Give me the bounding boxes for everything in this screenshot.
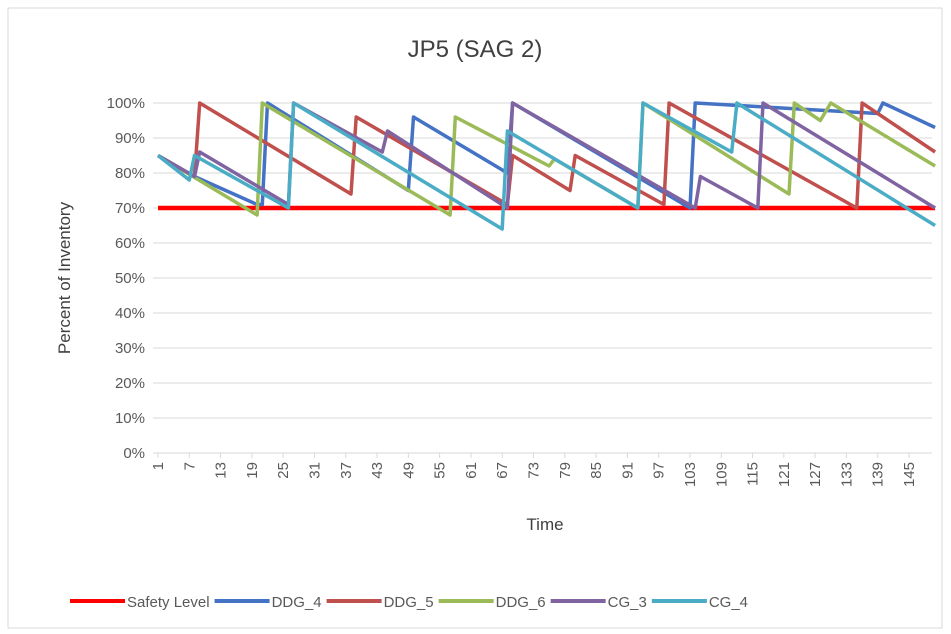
legend-label: DDG_4 [272, 594, 322, 611]
series-line [156, 101, 937, 231]
y-tick-label: 10% [115, 410, 145, 427]
x-tick-label: 121 [776, 462, 793, 487]
x-tick-label: 31 [306, 462, 323, 479]
x-tick-label: 1 [150, 462, 167, 470]
x-tick-label: 133 [838, 462, 855, 487]
y-tick-label: 50% [115, 270, 145, 287]
x-tick-label: 25 [275, 462, 292, 479]
chart-border [7, 7, 943, 629]
x-tick-label: 115 [745, 462, 762, 486]
x-tick-label: 145 [901, 462, 918, 487]
x-tick-label: 103 [682, 462, 699, 487]
x-tick-label: 97 [651, 462, 668, 479]
y-tick-label: 40% [115, 305, 145, 322]
y-tick-label: 20% [115, 375, 145, 392]
legend-label: Safety Level [127, 594, 210, 611]
x-tick-label: 73 [526, 462, 543, 479]
x-tick-label: 91 [619, 462, 636, 479]
x-tick-label: 109 [713, 462, 730, 487]
y-tick-label: 0% [123, 445, 145, 462]
y-tick-label: 90% [115, 130, 145, 147]
y-tick-label: 100% [107, 95, 145, 112]
x-tick-label: 85 [588, 462, 605, 479]
x-tick-label: 37 [338, 462, 355, 479]
series-line [157, 101, 937, 210]
x-tick-label: 55 [432, 462, 449, 479]
x-axis-label: Time [526, 515, 563, 534]
x-tick-label: 79 [557, 462, 574, 479]
legend-label: DDG_5 [384, 594, 434, 611]
y-tick-label: 60% [115, 235, 145, 252]
x-tick-label: 67 [494, 462, 511, 479]
x-tick-label: 13 [213, 462, 230, 479]
y-tick-label: 70% [115, 200, 145, 217]
x-tick-label: 49 [400, 462, 417, 479]
x-tick-label: 139 [870, 462, 887, 487]
series-line [157, 101, 937, 210]
legend-label: CG_3 [608, 594, 647, 611]
x-tick-label: 43 [369, 462, 386, 479]
legend-label: CG_4 [709, 594, 748, 611]
y-axis-label: Percent of Inventory [55, 201, 74, 354]
series-line [157, 101, 936, 210]
legend-label: DDG_6 [496, 594, 546, 611]
y-tick-label: 30% [115, 340, 145, 357]
y-tick-label: 80% [115, 165, 145, 182]
x-tick-label: 7 [181, 462, 198, 470]
x-tick-label: 61 [463, 462, 480, 479]
x-tick-label: 127 [807, 462, 824, 487]
chart-title: JP5 (SAG 2) [408, 36, 543, 63]
x-tick-label: 19 [244, 462, 261, 479]
